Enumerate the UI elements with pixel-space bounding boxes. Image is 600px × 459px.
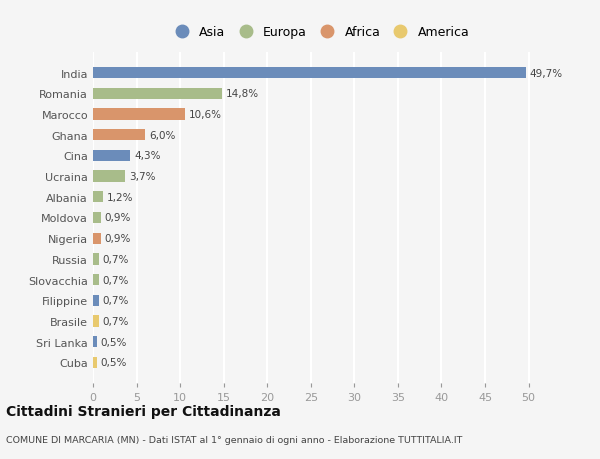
Text: 3,7%: 3,7% bbox=[129, 172, 155, 182]
Bar bbox=[93, 68, 526, 79]
Bar bbox=[93, 336, 97, 347]
Bar bbox=[93, 109, 185, 120]
Text: COMUNE DI MARCARIA (MN) - Dati ISTAT al 1° gennaio di ogni anno - Elaborazione T: COMUNE DI MARCARIA (MN) - Dati ISTAT al … bbox=[6, 435, 463, 443]
Text: 0,9%: 0,9% bbox=[104, 213, 131, 223]
Bar bbox=[93, 192, 103, 203]
Text: 4,3%: 4,3% bbox=[134, 151, 160, 161]
Text: 0,7%: 0,7% bbox=[103, 275, 129, 285]
Bar bbox=[93, 89, 222, 100]
Text: 6,0%: 6,0% bbox=[149, 130, 175, 140]
Legend: Asia, Europa, Africa, America: Asia, Europa, Africa, America bbox=[166, 22, 473, 43]
Bar bbox=[93, 357, 97, 368]
Bar bbox=[93, 274, 99, 285]
Text: 0,9%: 0,9% bbox=[104, 234, 131, 244]
Text: 0,7%: 0,7% bbox=[103, 296, 129, 306]
Text: 0,5%: 0,5% bbox=[101, 337, 127, 347]
Text: 14,8%: 14,8% bbox=[226, 89, 259, 99]
Text: Cittadini Stranieri per Cittadinanza: Cittadini Stranieri per Cittadinanza bbox=[6, 404, 281, 419]
Bar bbox=[93, 316, 99, 327]
Bar bbox=[93, 130, 145, 141]
Bar bbox=[93, 233, 101, 244]
Bar bbox=[93, 295, 99, 306]
Text: 0,7%: 0,7% bbox=[103, 316, 129, 326]
Bar bbox=[93, 254, 99, 265]
Text: 49,7%: 49,7% bbox=[529, 68, 563, 78]
Text: 0,5%: 0,5% bbox=[101, 358, 127, 368]
Bar bbox=[93, 171, 125, 182]
Text: 1,2%: 1,2% bbox=[107, 192, 133, 202]
Text: 10,6%: 10,6% bbox=[189, 110, 222, 120]
Bar bbox=[93, 213, 101, 224]
Text: 0,7%: 0,7% bbox=[103, 254, 129, 264]
Bar bbox=[93, 151, 130, 162]
